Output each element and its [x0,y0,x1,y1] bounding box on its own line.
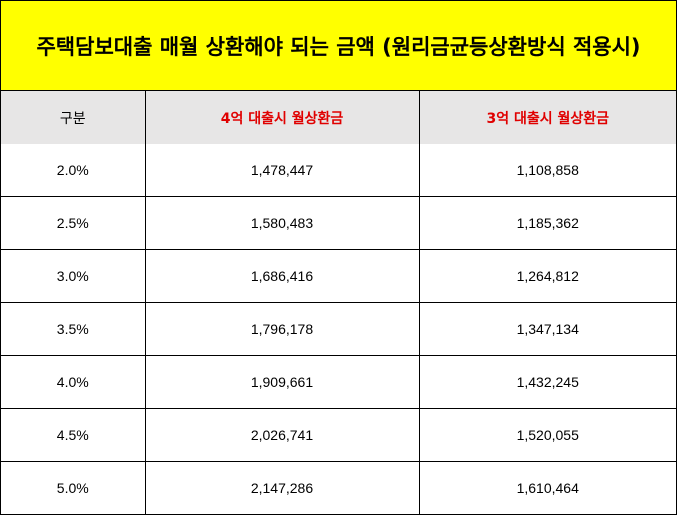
payment-300m-cell: 1,185,362 [418,196,676,250]
interest-rate-cell: 3.5% [1,302,146,356]
payment-400m-cell: 1,478,447 [144,144,420,197]
table-row: 2.5% 1,580,483 1,185,362 [1,196,676,250]
payment-300m-cell: 1,347,134 [418,302,676,356]
payment-400m-cell: 2,026,741 [144,408,420,462]
payment-300m-cell: 1,108,858 [418,144,676,197]
interest-rate-cell: 3.0% [1,249,146,303]
table-row: 3.5% 1,796,178 1,347,134 [1,302,676,356]
payment-400m-cell: 1,796,178 [144,302,420,356]
payment-300m-cell: 1,520,055 [418,408,676,462]
payment-300m-cell: 1,610,464 [418,461,676,514]
table-row: 3.0% 1,686,416 1,264,812 [1,249,676,303]
interest-rate-cell: 4.5% [1,408,146,462]
repayment-table: 구분 4억 대출시 월상환금 3억 대출시 월상환금 2.0% 1,478,44… [1,91,676,514]
payment-300m-cell: 1,432,245 [418,355,676,409]
header-category: 구분 [1,91,146,144]
table-header-row: 구분 4억 대출시 월상환금 3억 대출시 월상환금 [1,91,676,144]
interest-rate-cell: 2.5% [1,196,146,250]
table-row: 5.0% 2,147,286 1,610,464 [1,461,676,514]
interest-rate-cell: 5.0% [1,461,146,514]
payment-400m-cell: 2,147,286 [144,461,420,514]
table-row: 4.5% 2,026,741 1,520,055 [1,408,676,462]
header-300m-loan: 3억 대출시 월상환금 [418,91,676,144]
payment-300m-cell: 1,264,812 [418,249,676,303]
payment-400m-cell: 1,580,483 [144,196,420,250]
sheet-title: 주택담보대출 매월 상환해야 되는 금액 (원리금균등상환방식 적용시) [1,1,676,91]
header-400m-loan: 4억 대출시 월상환금 [144,91,420,144]
interest-rate-cell: 4.0% [1,355,146,409]
interest-rate-cell: 2.0% [1,144,146,197]
table-row: 4.0% 1,909,661 1,432,245 [1,355,676,409]
payment-400m-cell: 1,909,661 [144,355,420,409]
payment-400m-cell: 1,686,416 [144,249,420,303]
table-row: 2.0% 1,478,447 1,108,858 [1,144,676,197]
